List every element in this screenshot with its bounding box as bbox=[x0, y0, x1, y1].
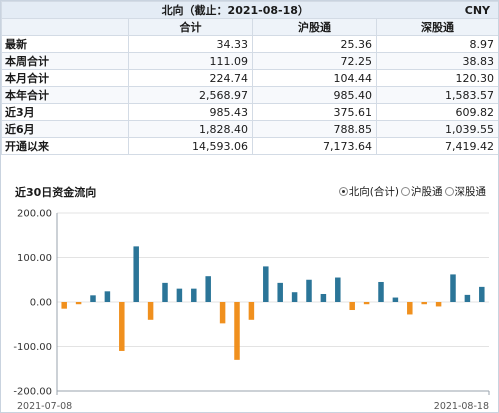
row-label: 本年合计 bbox=[1, 86, 129, 104]
bar bbox=[479, 286, 485, 302]
bar bbox=[450, 274, 456, 302]
y-tick-label: -200.00 bbox=[13, 387, 52, 398]
chart-title: 近30日资金流向 bbox=[15, 186, 97, 199]
bar bbox=[90, 295, 96, 302]
table-row: 本周合计 111.09 72.25 38.83 bbox=[1, 52, 498, 70]
chart-header: 近30日资金流向 北向(合计) 沪股通 深股通 bbox=[1, 181, 498, 201]
bar bbox=[234, 302, 240, 360]
row-label: 近3月 bbox=[1, 103, 129, 121]
bar bbox=[392, 297, 399, 302]
x-start-date-label: 2021-07-08 bbox=[17, 401, 72, 412]
row-label: 近6月 bbox=[1, 120, 129, 138]
cell-value: 72.25 bbox=[251, 52, 378, 70]
cell-value: 14,593.06 bbox=[128, 137, 253, 155]
flow-summary-table: 北向（截止：2021-08-18） CNY 合计 沪股通 深股通 最新 34.3… bbox=[1, 1, 498, 155]
bar bbox=[75, 302, 82, 305]
bar bbox=[61, 302, 67, 309]
bar bbox=[291, 292, 298, 302]
cell-value: 224.74 bbox=[128, 69, 253, 87]
table-row: 本月合计 224.74 104.44 120.30 bbox=[1, 69, 498, 87]
corner-cell bbox=[1, 18, 129, 36]
cell-value: 1,828.40 bbox=[128, 120, 253, 138]
cell-value: 7,419.42 bbox=[376, 137, 498, 155]
cell-value: 788.85 bbox=[251, 120, 378, 138]
bar bbox=[191, 288, 197, 302]
bar bbox=[147, 302, 154, 320]
radio-northbound-total[interactable]: 北向(合计) bbox=[338, 184, 399, 199]
bar bbox=[435, 302, 442, 307]
table-title-row: 北向（截止：2021-08-18） CNY bbox=[1, 1, 498, 19]
cell-value: 609.82 bbox=[376, 103, 498, 121]
cell-value: 375.61 bbox=[251, 103, 378, 121]
cell-value: 120.30 bbox=[376, 69, 498, 87]
table-row: 开通以来 14,593.06 7,173.64 7,419.42 bbox=[1, 137, 498, 155]
y-tick-label: 100.00 bbox=[17, 253, 52, 264]
bar bbox=[219, 302, 226, 324]
cell-value: 985.40 bbox=[251, 86, 378, 104]
radio-checked-icon[interactable] bbox=[338, 187, 348, 196]
currency-label: CNY bbox=[376, 1, 498, 19]
cell-value: 985.43 bbox=[128, 103, 253, 121]
bar bbox=[320, 293, 327, 302]
column-header-total: 合计 bbox=[128, 18, 253, 36]
radio-shenzhen-connect[interactable]: 深股通 bbox=[444, 184, 487, 199]
column-header-shanghai: 沪股通 bbox=[251, 18, 378, 36]
cell-value: 104.44 bbox=[251, 69, 378, 87]
column-header-shenzhen: 深股通 bbox=[376, 18, 498, 36]
radio-unchecked-icon[interactable] bbox=[444, 187, 454, 196]
bar bbox=[263, 266, 269, 302]
series-radio-group: 北向(合计) 沪股通 深股通 bbox=[337, 184, 486, 199]
bar bbox=[421, 302, 427, 305]
bar bbox=[306, 279, 312, 302]
cell-value: 2,568.97 bbox=[128, 86, 253, 104]
radio-unchecked-icon[interactable] bbox=[401, 187, 410, 196]
cell-value: 7,173.64 bbox=[251, 137, 378, 155]
bar bbox=[205, 276, 211, 302]
bar bbox=[349, 302, 355, 311]
cell-value: 111.09 bbox=[128, 52, 253, 70]
bar bbox=[176, 288, 183, 302]
row-label: 最新 bbox=[1, 35, 129, 53]
y-tick-label: -100.00 bbox=[13, 342, 52, 353]
y-tick-label: 200.00 bbox=[17, 209, 52, 220]
bar bbox=[162, 282, 168, 302]
y-tick-label: 0.00 bbox=[30, 298, 52, 309]
bar bbox=[248, 302, 255, 320]
row-label: 本月合计 bbox=[1, 69, 129, 87]
row-label: 本周合计 bbox=[1, 52, 129, 70]
table-row: 近6月 1,828.40 788.85 1,039.55 bbox=[1, 120, 498, 138]
x-end-date-label: 2021-08-18 bbox=[434, 401, 489, 412]
cell-value: 38.83 bbox=[376, 52, 498, 70]
table-title: 北向（截止：2021-08-18） bbox=[1, 1, 377, 19]
bar bbox=[378, 281, 384, 302]
bar bbox=[464, 294, 471, 302]
table-row: 近3月 985.43 375.61 609.82 bbox=[1, 103, 498, 121]
bar bbox=[133, 246, 139, 302]
table-row: 最新 34.33 25.36 8.97 bbox=[1, 35, 498, 53]
cell-value: 34.33 bbox=[128, 35, 253, 53]
bar bbox=[363, 302, 370, 305]
bar bbox=[277, 282, 283, 302]
bar bbox=[104, 291, 111, 302]
radio-shanghai-connect[interactable]: 沪股通 bbox=[401, 184, 443, 199]
bar bbox=[407, 302, 413, 315]
bar bbox=[335, 277, 341, 302]
row-label: 开通以来 bbox=[1, 137, 129, 155]
radio-label: 沪股通 bbox=[411, 186, 443, 198]
table-row: 本年合计 2,568.97 985.40 1,583.57 bbox=[1, 86, 498, 104]
bar bbox=[119, 302, 125, 351]
radio-label: 深股通 bbox=[454, 186, 487, 198]
radio-label: 北向(合计) bbox=[348, 186, 399, 198]
flow-bar-chart: 200.00 100.00 0.00 -100.00 -200.00 2021-07-08… bbox=[13, 209, 490, 412]
cell-value: 1,039.55 bbox=[376, 120, 498, 138]
cell-value: 25.36 bbox=[251, 35, 378, 53]
cell-value: 1,583.57 bbox=[376, 86, 498, 104]
cell-value: 8.97 bbox=[376, 35, 498, 53]
table-header-row: 合计 沪股通 深股通 bbox=[1, 18, 498, 36]
